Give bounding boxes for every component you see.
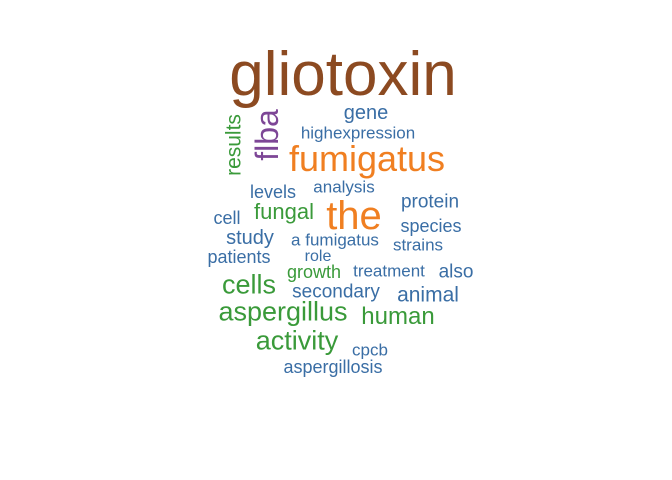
word-growth: growth [286,262,342,282]
word-cells: cells [221,269,277,300]
word-aspergillus: aspergillus [218,296,348,327]
word-the: the [326,194,382,238]
word-study: study [226,227,274,249]
word-highexpression: highexpression [300,123,416,143]
word-role: role [304,248,332,265]
word-a-fumigatus: a fumigatus [291,230,379,250]
word-animal: animal [397,283,459,307]
word-treatment: treatment [353,261,425,281]
word-patients: patients [207,247,271,267]
word-fungal: fungal [254,199,314,224]
word-cell: cell [213,208,241,228]
word-human: human [361,303,435,330]
word-fumigatus: fumigatus [288,138,446,179]
word-species: species [400,216,462,236]
word-strains: strains [392,235,444,255]
word-protein: protein [400,191,460,213]
word-gliotoxin: gliotoxin [229,40,457,109]
word-analysis: analysis [313,177,375,197]
word-flba: flba [249,109,285,161]
word-results: results [222,114,246,176]
word-activity: activity [255,325,339,356]
word-cpcb: cpcb [352,340,388,360]
word-aspergillosis: aspergillosis [283,357,383,377]
word-secondary: secondary [292,281,380,303]
word-levels: levels [249,182,297,202]
word-also: also [438,261,474,283]
word-gene: gene [343,102,389,124]
